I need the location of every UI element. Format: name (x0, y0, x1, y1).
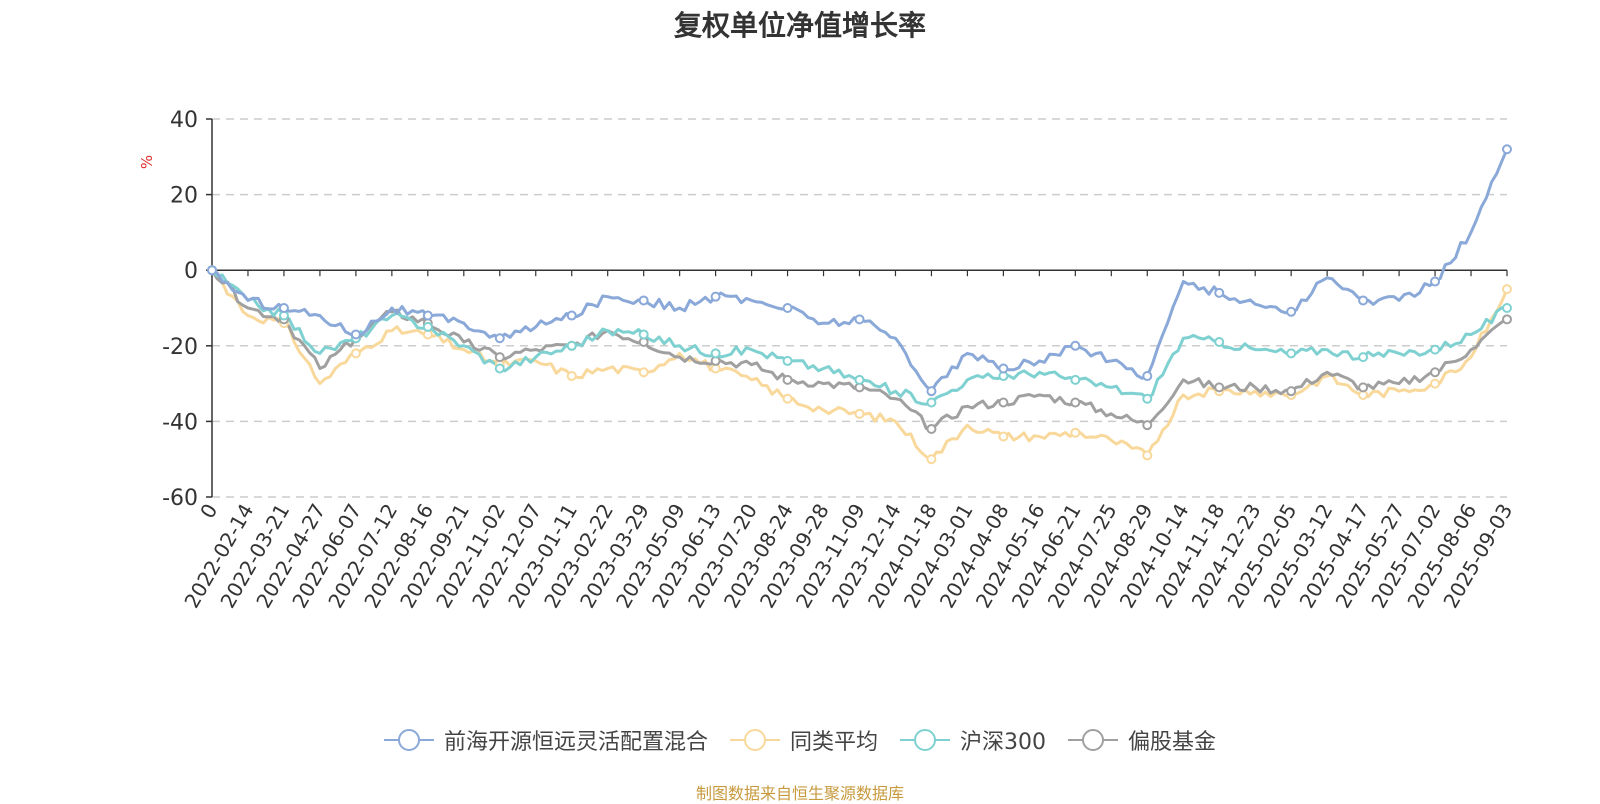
series-point (710, 291, 721, 302)
series-point (998, 363, 1009, 374)
series-point (494, 352, 505, 363)
series-point (1214, 382, 1225, 393)
chart-title: 复权单位净值增长率 (673, 9, 926, 42)
series-point (926, 454, 937, 465)
series-markers (207, 144, 1512, 465)
series-point (1214, 337, 1225, 348)
series-point (782, 303, 793, 313)
y-tick-label: 0 (184, 259, 198, 284)
series-point (638, 329, 649, 340)
series-point (1142, 393, 1153, 404)
series-point (854, 314, 865, 325)
series-point (1142, 450, 1153, 461)
series-point (1286, 348, 1297, 359)
legend: 前海开源恒远灵活配置混合 同类平均 沪深300 偏股基金 (0, 722, 1600, 758)
series-point (1502, 314, 1512, 325)
series-point (1070, 427, 1081, 438)
series-point (1070, 397, 1081, 408)
series-point (350, 329, 361, 340)
series-point (494, 333, 505, 344)
series-point (566, 310, 577, 321)
line-chart: 40200-20-40-6002022-02-142022-03-212022-… (138, 108, 1517, 612)
source-note: 制图数据来自恒生聚源数据库 (695, 784, 904, 803)
series-point (782, 374, 793, 385)
y-tick-label: 40 (170, 108, 198, 133)
series-point (566, 340, 577, 351)
series-point (566, 371, 577, 382)
legend-item[interactable]: 沪深300 (900, 724, 1046, 756)
y-tick-label: 20 (170, 184, 198, 209)
series-point (926, 423, 937, 434)
series-line (210, 269, 1509, 461)
series-point (1142, 371, 1153, 382)
series-point (494, 363, 505, 374)
y-tick-label: -20 (162, 335, 198, 360)
series-point (1358, 295, 1369, 306)
series-point (1286, 386, 1297, 397)
series-point (998, 431, 1009, 442)
axes (206, 118, 1508, 498)
series-point (1358, 382, 1369, 393)
series-point (422, 310, 433, 321)
legend-circle-icon (1068, 729, 1118, 751)
series-point (1430, 344, 1441, 355)
legend-item[interactable]: 偏股基金 (1068, 724, 1216, 756)
series-point (1070, 340, 1081, 351)
legend-circle-icon (729, 729, 780, 751)
series-point (710, 348, 721, 359)
tick-labels: 40200-20-40-6002022-02-142022-03-212022-… (162, 108, 1517, 612)
series-point (350, 348, 361, 359)
y-axis-label: % (138, 155, 156, 169)
series-point (1502, 284, 1512, 295)
legend-label: 沪深300 (960, 730, 1046, 755)
series-point (926, 386, 937, 397)
series-point (782, 393, 793, 404)
series-point (422, 321, 433, 332)
series-point (1070, 374, 1081, 385)
series-point (1286, 306, 1297, 317)
series-point (1358, 352, 1369, 363)
legend-item[interactable]: 前海开源恒远灵活配置混合 (383, 724, 708, 756)
series-point (1502, 144, 1512, 155)
series-point (1430, 378, 1441, 389)
legend-label: 同类平均 (789, 730, 878, 755)
series-point (1214, 287, 1225, 298)
series-point (782, 355, 793, 366)
series-point (1430, 276, 1441, 287)
series-point (638, 295, 649, 306)
grid-lines (212, 118, 1507, 498)
legend-circle-icon (900, 729, 950, 751)
series-point (1142, 420, 1153, 431)
series-point (207, 265, 217, 276)
legend-label: 偏股基金 (1128, 730, 1217, 755)
legend-item[interactable]: 同类平均 (729, 724, 878, 756)
series-point (854, 408, 865, 419)
series-point (1502, 303, 1512, 313)
y-tick-label: -40 (162, 410, 198, 435)
legend-circle-icon (383, 729, 434, 751)
legend-label: 前海开源恒远灵活配置混合 (443, 730, 708, 755)
y-tick-label: -60 (162, 486, 198, 511)
series-point (854, 374, 865, 385)
series-point (926, 397, 937, 408)
series-point (1430, 367, 1441, 378)
series-point (638, 367, 649, 378)
series-point (278, 303, 289, 313)
x-tick-label: 0 (195, 500, 222, 523)
series-point (998, 397, 1009, 408)
